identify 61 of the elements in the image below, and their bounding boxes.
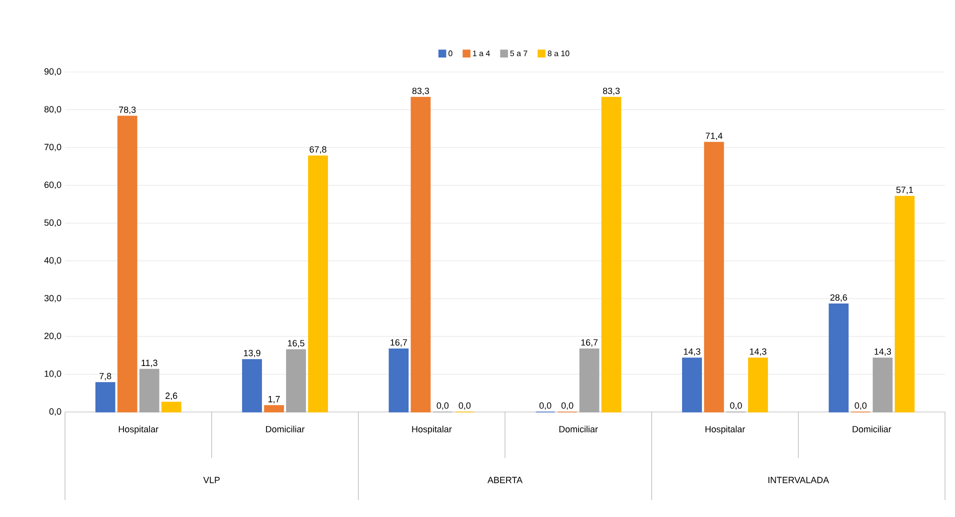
bar xyxy=(139,368,160,412)
bar xyxy=(828,304,849,412)
bar xyxy=(682,358,702,412)
y-tick-label: 30,0 xyxy=(44,294,62,302)
data-label: 16,5 xyxy=(288,340,304,348)
y-tick-label: 20,0 xyxy=(44,332,62,340)
data-label: 13,9 xyxy=(244,350,260,358)
data-label: 83,3 xyxy=(603,88,620,96)
data-label: 83,3 xyxy=(412,88,430,96)
data-label: 57,1 xyxy=(896,186,913,194)
bar xyxy=(286,349,306,412)
data-label: 78,3 xyxy=(119,106,136,114)
bar xyxy=(308,155,328,412)
data-label: 1,7 xyxy=(268,396,280,404)
bar xyxy=(264,405,284,412)
data-label: 0,0 xyxy=(730,402,742,410)
data-label: 16,7 xyxy=(390,339,407,347)
y-tick-label: 10,0 xyxy=(44,370,62,378)
data-label: 14,3 xyxy=(750,348,766,356)
data-label: 67,8 xyxy=(310,146,326,154)
data-label: 7,8 xyxy=(100,372,112,380)
bar xyxy=(579,348,600,412)
bar xyxy=(704,142,724,412)
y-tick-label: 0,0 xyxy=(49,408,62,416)
bar xyxy=(872,358,893,412)
data-label: 2,6 xyxy=(166,392,178,400)
data-label: 0,0 xyxy=(539,402,552,410)
bar xyxy=(410,96,431,412)
data-label: 0,0 xyxy=(458,402,471,410)
bar xyxy=(894,196,915,412)
y-tick-label: 80,0 xyxy=(44,106,62,114)
x-tick-label: Domiciliar xyxy=(266,426,305,432)
data-label: 0,0 xyxy=(854,402,867,410)
text: VLP xyxy=(203,476,220,484)
bar xyxy=(748,358,768,412)
y-tick-label: 90,0 xyxy=(44,68,62,76)
data-label: 0,0 xyxy=(436,402,449,410)
data-label: 71,4 xyxy=(706,132,722,140)
data-label: 16,7 xyxy=(581,339,598,347)
bar xyxy=(601,96,622,412)
x-tick-label: Hospitalar xyxy=(412,426,452,434)
bar xyxy=(95,382,116,412)
data-label: 14,3 xyxy=(874,348,891,356)
y-tick-label: 50,0 xyxy=(44,219,62,227)
text: ABERTA xyxy=(488,476,523,484)
bar xyxy=(388,348,409,412)
bar xyxy=(117,116,138,412)
bar xyxy=(242,359,262,412)
data-label: 0,0 xyxy=(561,402,574,410)
y-tick-label: 40,0 xyxy=(44,257,62,265)
data-label: 14,3 xyxy=(684,348,700,356)
y-tick-label: 70,0 xyxy=(44,144,62,152)
x-tick-label: Hospitalar xyxy=(118,426,158,434)
bar xyxy=(161,402,182,412)
text: INTERVALADA xyxy=(768,476,830,484)
data-label: 28,6 xyxy=(830,294,847,302)
x-tick-label: Domiciliar xyxy=(852,426,892,432)
y-tick-label: 60,0 xyxy=(44,182,62,190)
x-tick-label: Hospitalar xyxy=(706,426,746,434)
data-label: 11,3 xyxy=(142,360,158,368)
x-tick-label: Domiciliar xyxy=(559,426,598,432)
